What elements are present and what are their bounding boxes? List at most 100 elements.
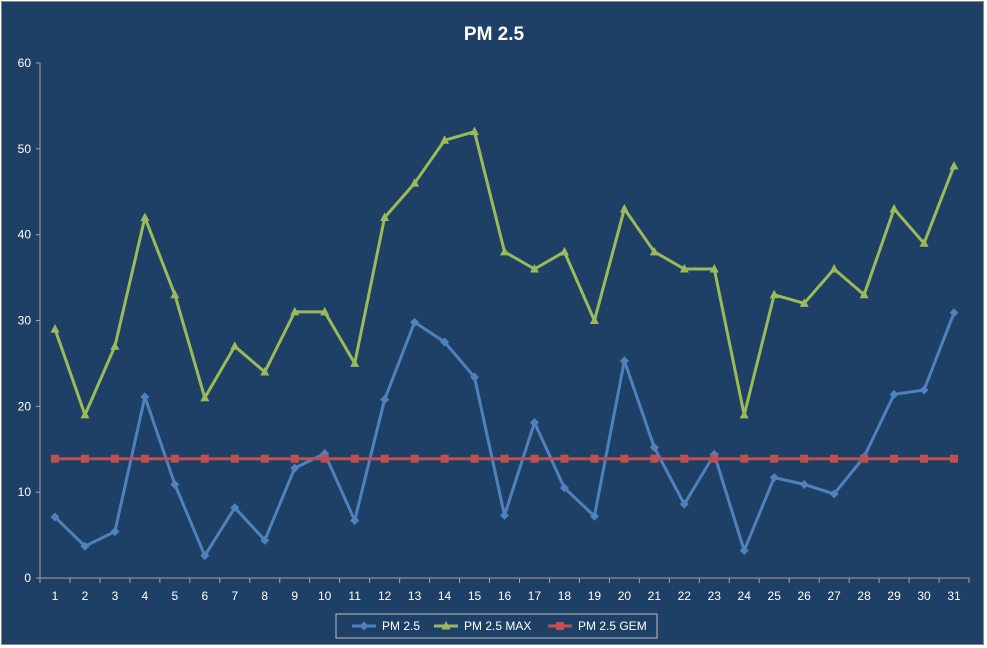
- data-point-pm-2-5-max: [350, 358, 360, 367]
- data-point-pm-2-5-max: [140, 212, 150, 221]
- data-point-pm-2-5-max: [619, 203, 629, 213]
- data-point-pm-2-5-max: [170, 289, 180, 299]
- data-point-pm-2-5: [679, 499, 689, 509]
- data-point-pm-2-5-gem: [260, 454, 269, 463]
- x-tick-label: 27: [827, 589, 841, 603]
- data-point-pm-2-5-gem: [230, 454, 239, 463]
- data-point-pm-2-5: [230, 503, 240, 513]
- data-point-pm-2-5: [949, 308, 959, 318]
- chart-title: PM 2.5: [464, 24, 525, 45]
- data-point-pm-2-5-gem: [920, 454, 929, 463]
- legend-label: PM 2.5 MAX: [464, 619, 531, 633]
- y-tick-label: 0: [24, 571, 31, 585]
- data-point-pm-2-5-max: [559, 246, 569, 256]
- data-point-pm-2-5-gem: [290, 454, 299, 463]
- data-point-pm-2-5-max: [589, 315, 599, 324]
- data-point-pm-2-5-max: [230, 341, 240, 350]
- x-tick-label: 18: [558, 589, 572, 603]
- data-point-pm-2-5-max: [260, 367, 270, 376]
- series-layer: [50, 126, 959, 561]
- data-point-pm-2-5-gem: [560, 454, 569, 463]
- data-point-pm-2-5: [50, 512, 60, 522]
- data-point-pm-2-5-max: [739, 409, 749, 419]
- legend: PM 2.5 PM 2.5 MAX PM 2.5 GEM: [335, 613, 658, 639]
- data-point-pm-2-5: [170, 479, 180, 489]
- data-point-pm-2-5: [140, 392, 150, 402]
- data-point-pm-2-5-max: [679, 264, 689, 273]
- data-point-pm-2-5-max: [380, 212, 390, 221]
- series-pm-2-5-gem: [50, 454, 959, 463]
- data-point-pm-2-5-max: [320, 306, 330, 316]
- legend-label: PM 2.5 GEM: [578, 619, 647, 633]
- x-tick-label: 23: [708, 589, 722, 603]
- data-point-pm-2-5-gem: [200, 454, 209, 463]
- x-tick-label: 6: [201, 589, 208, 603]
- x-tick-label: 29: [887, 589, 901, 603]
- data-point-pm-2-5: [80, 541, 90, 551]
- x-tick-label: 4: [142, 589, 149, 603]
- x-tick-label: 24: [738, 589, 752, 603]
- x-tick-label: 26: [797, 589, 811, 603]
- x-tick-label: 17: [528, 589, 542, 603]
- legend-swatch-marker: [359, 621, 369, 631]
- data-point-pm-2-5-gem: [830, 454, 839, 463]
- series-pm-2-5: [50, 308, 959, 561]
- x-tick-label: 15: [468, 589, 482, 603]
- y-tick-label: 10: [18, 485, 32, 499]
- data-point-pm-2-5-gem: [950, 454, 959, 463]
- data-point-pm-2-5-gem: [470, 454, 479, 463]
- data-point-pm-2-5-max: [949, 161, 959, 170]
- data-point-pm-2-5-max: [410, 178, 420, 187]
- data-point-pm-2-5-gem: [320, 454, 329, 463]
- data-point-pm-2-5-max: [50, 324, 60, 333]
- data-point-pm-2-5: [380, 394, 390, 404]
- data-point-pm-2-5-gem: [890, 454, 899, 463]
- x-tick-label: 8: [261, 589, 268, 603]
- y-tick-label: 40: [18, 228, 32, 242]
- data-point-pm-2-5: [829, 489, 839, 499]
- data-point-pm-2-5: [529, 418, 539, 428]
- data-point-pm-2-5-max: [649, 246, 659, 256]
- x-tick-label: 28: [857, 589, 871, 603]
- data-point-pm-2-5-max: [709, 264, 719, 273]
- data-point-pm-2-5-max: [769, 289, 779, 299]
- data-point-pm-2-5-max: [799, 298, 809, 307]
- legend-item: PM 2.5: [352, 619, 420, 633]
- data-point-pm-2-5-gem: [350, 454, 359, 463]
- y-axis-ticks: 0 10 20 30 40 50 60: [18, 56, 40, 585]
- data-point-pm-2-5-gem: [740, 454, 749, 463]
- data-point-pm-2-5-gem: [620, 454, 629, 463]
- data-point-pm-2-5-gem: [590, 454, 599, 463]
- data-point-pm-2-5-gem: [500, 454, 509, 463]
- x-tick-label: 16: [498, 589, 512, 603]
- data-point-pm-2-5: [919, 385, 929, 395]
- data-point-pm-2-5: [200, 551, 210, 561]
- data-point-pm-2-5-gem: [860, 454, 869, 463]
- data-point-pm-2-5: [619, 356, 629, 366]
- data-point-pm-2-5: [799, 479, 809, 489]
- x-tick-label: 3: [112, 589, 119, 603]
- data-point-pm-2-5: [500, 510, 509, 520]
- x-tick-label: 19: [588, 589, 602, 603]
- data-point-pm-2-5-gem: [110, 454, 119, 463]
- x-tick-label: 9: [291, 589, 298, 603]
- data-point-pm-2-5: [889, 389, 899, 399]
- data-point-pm-2-5: [260, 535, 270, 545]
- data-point-pm-2-5-max: [500, 246, 509, 256]
- data-point-pm-2-5: [290, 463, 300, 473]
- x-tick-label: 22: [678, 589, 692, 603]
- series-pm-2-5-max: [50, 126, 959, 419]
- axes: [39, 63, 969, 579]
- x-tick-label: 30: [917, 589, 931, 603]
- data-point-pm-2-5-gem: [80, 454, 89, 463]
- data-point-pm-2-5-gem: [410, 454, 419, 463]
- data-point-pm-2-5: [589, 511, 599, 521]
- x-tick-label: 7: [231, 589, 238, 603]
- data-point-pm-2-5-gem: [140, 454, 149, 463]
- x-tick-label: 25: [768, 589, 782, 603]
- data-point-pm-2-5-gem: [530, 454, 539, 463]
- data-point-pm-2-5-gem: [50, 454, 59, 463]
- x-tick-label: 14: [438, 589, 452, 603]
- data-point-pm-2-5: [739, 546, 749, 556]
